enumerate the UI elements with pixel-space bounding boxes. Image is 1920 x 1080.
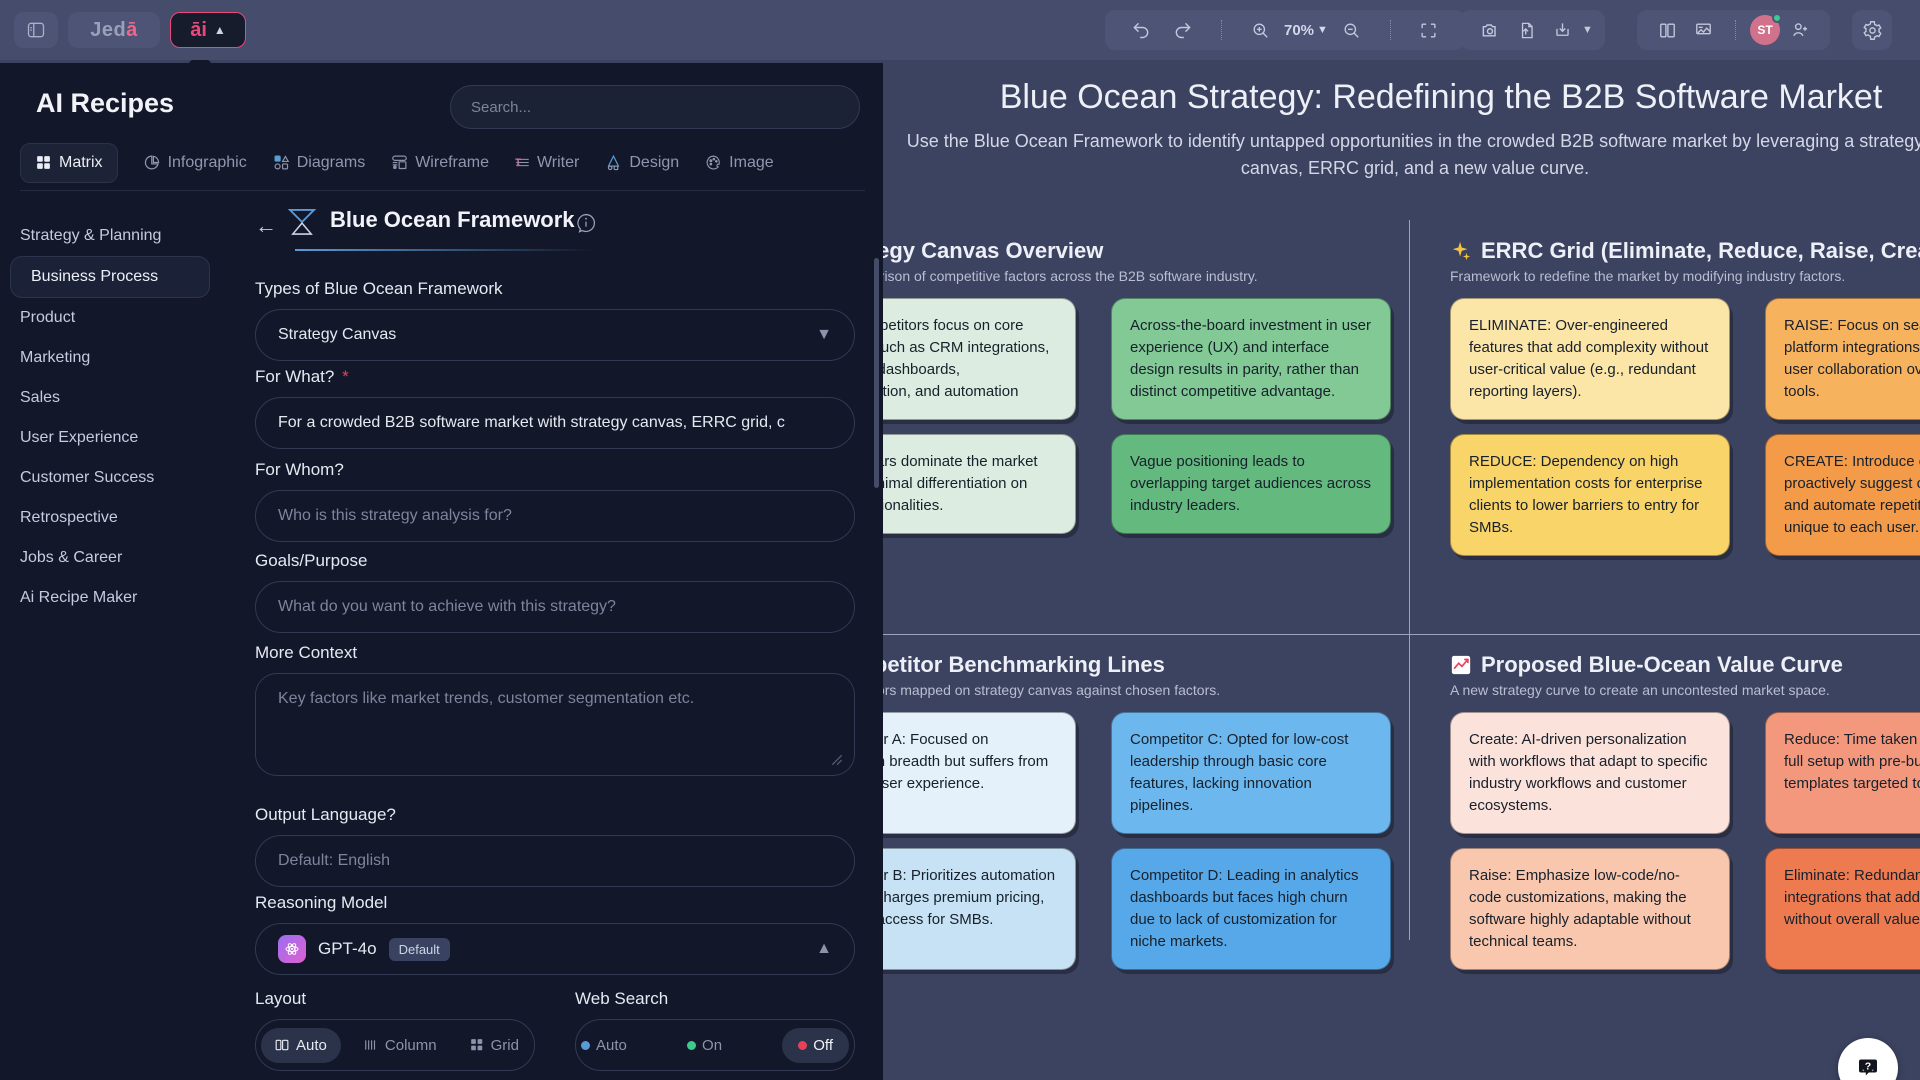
svg-text:?: ? bbox=[1865, 1061, 1871, 1073]
